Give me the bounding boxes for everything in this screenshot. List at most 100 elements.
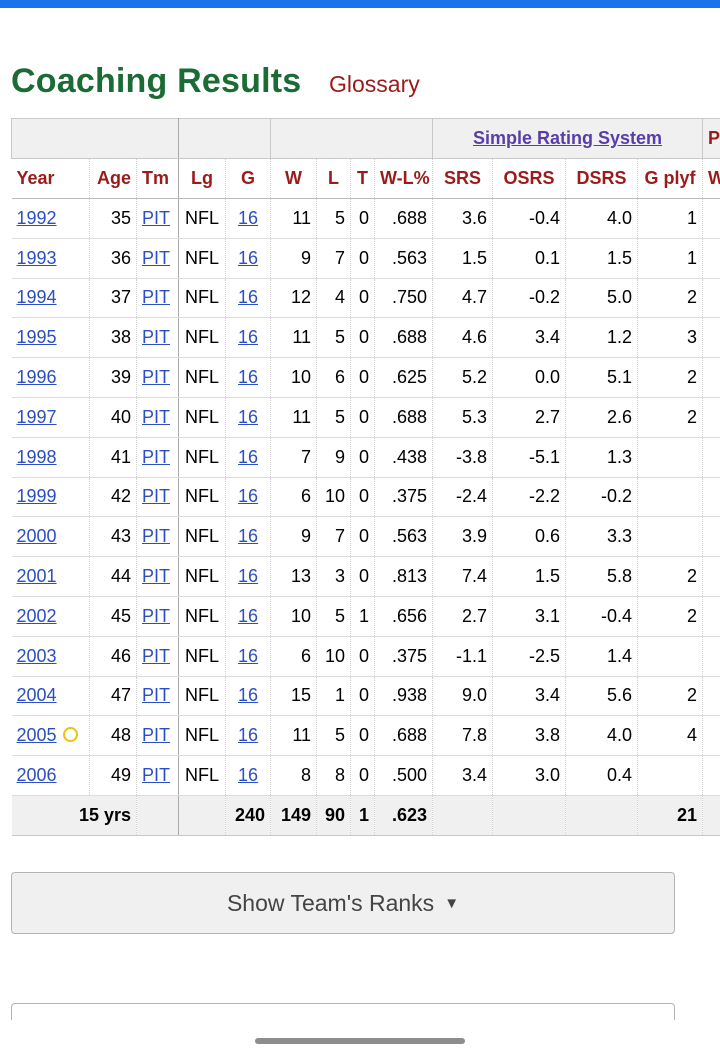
year-cell[interactable]: 1997 [11, 397, 90, 438]
games-link[interactable]: 16 [238, 765, 259, 786]
year-cell[interactable]: 1993 [11, 238, 90, 279]
team-link[interactable]: PIT [142, 247, 171, 268]
home-indicator-bar[interactable] [255, 1038, 465, 1044]
year-cell[interactable]: 1998 [11, 437, 90, 478]
team-cell[interactable]: PIT [136, 636, 180, 677]
games-link[interactable]: 16 [238, 446, 259, 467]
games-cell[interactable]: 16 [225, 278, 272, 319]
games-link[interactable]: 16 [238, 566, 259, 587]
team-cell[interactable]: PIT [136, 278, 180, 319]
col-header-lg[interactable]: Lg [178, 158, 227, 199]
team-cell[interactable]: PIT [136, 437, 180, 478]
glossary-link[interactable]: Glossary [329, 71, 420, 97]
games-cell[interactable]: 16 [225, 397, 272, 438]
col-header-age[interactable]: Age [89, 158, 137, 199]
team-cell[interactable]: PIT [136, 317, 180, 359]
team-cell[interactable]: PIT [136, 397, 180, 438]
col-header-g[interactable]: G [225, 158, 272, 199]
games-cell[interactable]: 16 [225, 715, 272, 757]
team-cell[interactable]: PIT [136, 676, 180, 717]
games-cell[interactable]: 16 [225, 596, 272, 637]
year-link[interactable]: 1995 [16, 327, 57, 348]
year-cell[interactable]: 1992 [11, 198, 90, 239]
year-cell[interactable]: 2001 [11, 556, 90, 597]
year-cell[interactable]: 2002 [11, 596, 90, 637]
games-link[interactable]: 16 [238, 327, 259, 348]
year-cell[interactable]: 1995 [11, 317, 90, 359]
team-cell[interactable]: PIT [136, 477, 180, 518]
games-cell[interactable]: 16 [225, 317, 272, 359]
team-link[interactable]: PIT [142, 207, 171, 228]
games-link[interactable]: 16 [238, 367, 259, 388]
team-cell[interactable]: PIT [136, 238, 180, 279]
year-cell[interactable]: 1999 [11, 477, 90, 518]
year-cell[interactable]: 2000 [11, 516, 90, 558]
games-cell[interactable]: 16 [225, 477, 272, 518]
games-cell[interactable]: 16 [225, 198, 272, 239]
srs-group-link[interactable]: Simple Rating System [473, 128, 663, 148]
year-cell[interactable]: 2003 [11, 636, 90, 677]
year-link[interactable]: 1994 [16, 287, 57, 308]
games-link[interactable]: 16 [238, 645, 259, 666]
team-link[interactable]: PIT [142, 446, 171, 467]
games-link[interactable]: 16 [238, 247, 259, 268]
col-header-osrs[interactable]: OSRS [492, 158, 567, 199]
coaching-results-table-container[interactable]: Simple Rating System P Year Age Tm Lg G … [11, 118, 720, 836]
col-header-wl-pct[interactable]: W-L% [374, 158, 434, 199]
games-link[interactable]: 16 [238, 287, 259, 308]
year-link[interactable]: 1993 [16, 247, 57, 268]
year-cell[interactable]: 2006 [11, 755, 90, 796]
team-cell[interactable]: PIT [136, 556, 180, 597]
games-cell[interactable]: 16 [225, 516, 272, 558]
col-header-l[interactable]: L [316, 158, 352, 199]
games-cell[interactable]: 16 [225, 556, 272, 597]
year-link[interactable]: 2000 [16, 526, 57, 547]
year-link[interactable]: 2001 [16, 566, 57, 587]
year-cell[interactable]: 2004 [11, 676, 90, 717]
col-header-t[interactable]: T [350, 158, 376, 199]
games-cell[interactable]: 16 [225, 437, 272, 478]
col-header-srs[interactable]: SRS [432, 158, 494, 199]
team-cell[interactable]: PIT [136, 715, 180, 757]
team-link[interactable]: PIT [142, 645, 171, 666]
games-cell[interactable]: 16 [225, 238, 272, 279]
col-header-w[interactable]: W [270, 158, 318, 199]
year-cell[interactable]: 1996 [11, 357, 90, 398]
year-link[interactable]: 2006 [16, 765, 57, 786]
team-cell[interactable]: PIT [136, 357, 180, 398]
year-link[interactable]: 1996 [16, 367, 57, 388]
year-link[interactable]: 2002 [16, 605, 57, 626]
games-cell[interactable]: 16 [225, 676, 272, 717]
year-link[interactable]: 2005 [16, 725, 57, 746]
year-link[interactable]: 1992 [16, 207, 57, 228]
col-header-w-plyf[interactable]: W [702, 158, 720, 199]
team-link[interactable]: PIT [142, 367, 171, 388]
year-link[interactable]: 2004 [16, 685, 57, 706]
year-link[interactable]: 1998 [16, 446, 57, 467]
year-link[interactable]: 1997 [16, 406, 57, 427]
games-link[interactable]: 16 [238, 486, 259, 507]
team-cell[interactable]: PIT [136, 755, 180, 796]
games-cell[interactable]: 16 [225, 755, 272, 796]
col-header-dsrs[interactable]: DSRS [565, 158, 639, 199]
games-link[interactable]: 16 [238, 207, 259, 228]
team-cell[interactable]: PIT [136, 596, 180, 637]
team-link[interactable]: PIT [142, 486, 171, 507]
show-team-ranks-button[interactable]: Show Team's Ranks ▼ [11, 872, 675, 934]
games-cell[interactable]: 16 [225, 636, 272, 677]
games-link[interactable]: 16 [238, 725, 259, 746]
team-link[interactable]: PIT [142, 526, 171, 547]
team-link[interactable]: PIT [142, 287, 171, 308]
games-link[interactable]: 16 [238, 526, 259, 547]
games-link[interactable]: 16 [238, 406, 259, 427]
games-cell[interactable]: 16 [225, 357, 272, 398]
team-link[interactable]: PIT [142, 725, 171, 746]
year-link[interactable]: 1999 [16, 486, 57, 507]
team-cell[interactable]: PIT [136, 198, 180, 239]
team-link[interactable]: PIT [142, 566, 171, 587]
year-cell[interactable]: 2005 [11, 715, 90, 757]
col-header-g-plyf[interactable]: G plyf [637, 158, 704, 199]
team-cell[interactable]: PIT [136, 516, 180, 558]
team-link[interactable]: PIT [142, 406, 171, 427]
col-header-year[interactable]: Year [11, 158, 90, 199]
